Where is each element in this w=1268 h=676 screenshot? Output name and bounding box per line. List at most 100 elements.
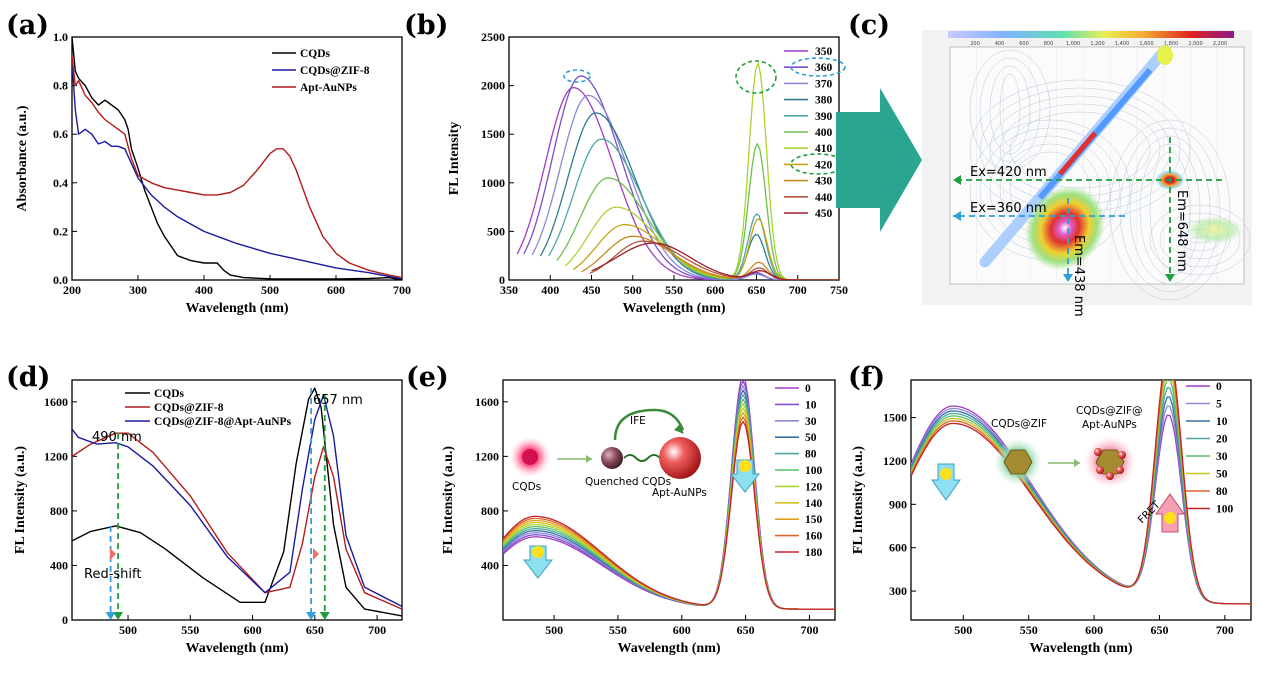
y-axis-label: FL Intensity (a.u.): [441, 446, 456, 554]
panel-label: (c): [848, 10, 890, 41]
series-line-50: [503, 389, 835, 610]
x-tick-label: 400: [195, 283, 213, 297]
plot-frame: [508, 36, 840, 281]
legend-label: 5: [1216, 399, 1222, 411]
highlight-ellipse: [790, 57, 846, 77]
label-apt-aunps: Apt-AuNPs: [652, 487, 707, 499]
quenched-cqd-icon: [601, 447, 623, 469]
legend-label: 0: [805, 383, 811, 395]
legend-label: Apt-AuNPs: [300, 82, 357, 94]
legend-label: 10: [1216, 416, 1228, 428]
x-tick-label: 600: [1085, 623, 1103, 637]
panel-f: 500 550 600 650 70030060090012001500Waveleng…: [851, 379, 1252, 656]
panel-label: (f): [848, 362, 885, 393]
x-tick-label: 650: [748, 283, 766, 297]
panel-a: 200 300 400 500 600 700 0.0 0.2 0.4 0.6 0.8 1.0 Wave…: [15, 30, 411, 316]
sad-face-icon: [532, 546, 544, 558]
series-line-100: [503, 398, 835, 610]
legend-label: 80: [805, 449, 817, 461]
x-axis-label: Wavelength (nm): [185, 301, 288, 316]
colorbar-tick-label: 1,200: [1090, 41, 1104, 47]
y-tick-label: 1600: [475, 395, 499, 409]
y-tick-label: 1600: [44, 395, 68, 409]
legend-label: 0: [1216, 381, 1222, 393]
y-tick-label: 1200: [883, 454, 907, 468]
x-tick-label: 600: [673, 623, 691, 637]
colorbar: [948, 31, 1234, 38]
aunp-dot-icon: [1096, 466, 1104, 474]
legend-label: CQDs@ZIF-8@Apt-AuNPs: [154, 416, 292, 428]
arrowhead-icon: [1074, 459, 1080, 467]
x-tick-label: 350: [500, 283, 518, 297]
series-line-140: [503, 407, 835, 610]
series-line-CQDs@ZIF-8: [72, 432, 402, 610]
legend-label: 390: [815, 111, 833, 123]
legend-label: CQDs@ZIF-8: [300, 65, 370, 77]
plot-frame: [502, 379, 836, 621]
heatmap-contour: [1129, 135, 1211, 285]
arrowhead-icon: [586, 455, 592, 463]
legend-label: 440: [815, 192, 833, 204]
x-tick-label: 700: [789, 283, 807, 297]
x-axis-label: Wavelength (nm): [622, 301, 725, 316]
y-axis-label: FL Intensity (a.u.): [851, 446, 866, 554]
x-axis-label: Wavelength (nm): [1029, 641, 1132, 656]
heatmap-contour: [1149, 204, 1251, 276]
series-line-ex-440: [589, 240, 838, 280]
x-tick-label: 700: [393, 283, 411, 297]
y-tick-label: 800: [481, 504, 499, 518]
x-tick-label: 750: [830, 283, 848, 297]
legend-label: 100: [1216, 504, 1234, 516]
annotation-657nm: 657 nm: [313, 393, 363, 408]
label-quenched-cqds: Quenched CQDs: [585, 476, 671, 488]
heatmap-contour: [1119, 127, 1221, 293]
decrease-arrow-icon: [931, 463, 961, 501]
legend-label: 370: [815, 78, 833, 90]
aunp-dot-icon: [1106, 472, 1114, 480]
smile-face-icon: [1164, 512, 1176, 524]
label-ife: IFE: [630, 415, 646, 427]
annotation-ex360: Ex=360 nm: [970, 201, 1047, 216]
x-tick-label: 700: [368, 623, 386, 637]
series-line-5: [911, 405, 1251, 605]
x-tick-label: 600: [706, 283, 724, 297]
y-tick-label: 0.2: [53, 224, 68, 238]
y-axis-label: FL Intensity (a.u.): [13, 446, 28, 554]
colorbar-tick-label: 2,000: [1188, 41, 1202, 47]
colorbar-tick-label: 1,800: [1164, 41, 1178, 47]
legend-label: 350: [815, 46, 833, 58]
aunp-dot-icon: [1118, 451, 1126, 459]
panel-label: (e): [406, 362, 449, 393]
aunp-icon: [659, 437, 701, 479]
annotation-redshift: Red-shift: [84, 567, 141, 582]
legend-label: 30: [1216, 451, 1228, 463]
legend-label: 10: [805, 399, 817, 411]
legend-label: 80: [1216, 486, 1228, 498]
legend-label: 450: [815, 208, 833, 220]
series-line-CQDs: [72, 387, 402, 617]
panel-d: 500 550 600 650 700 0 400 800 1200 1600 Wavelength…: [13, 379, 403, 656]
series-line-ex-450: [591, 242, 839, 280]
x-axis-label: Wavelength (nm): [185, 641, 288, 656]
redshift-arrow-icon: [313, 548, 319, 560]
panel-label: (b): [404, 10, 448, 41]
zif-crystal-icon: [1003, 449, 1033, 475]
annotation-ex420: Ex=420 nm: [970, 165, 1047, 180]
highlight-ellipse: [563, 69, 591, 83]
series-line-180: [503, 420, 835, 610]
legend-label: 420: [815, 159, 833, 171]
colorbar-tick-label: 600: [1019, 41, 1029, 47]
arrowhead-icon: [113, 612, 124, 620]
colorbar-tick-label: 1,600: [1139, 41, 1153, 47]
series-line-10: [911, 396, 1251, 605]
decrease-arrow-icon: [729, 459, 761, 493]
y-tick-label: 800: [50, 504, 68, 518]
label-cqds-zif-at: CQDs@ZIF@: [1076, 405, 1142, 417]
annotation-em648: Em=648 nm: [1174, 190, 1189, 272]
series-line-0: [911, 405, 1251, 605]
panel-label: (a): [6, 10, 49, 41]
y-tick-label: 1.0: [53, 30, 68, 44]
series-line-CQDs@ZIF-8@Apt-AuNPs: [72, 394, 402, 608]
x-tick-label: 550: [181, 623, 199, 637]
